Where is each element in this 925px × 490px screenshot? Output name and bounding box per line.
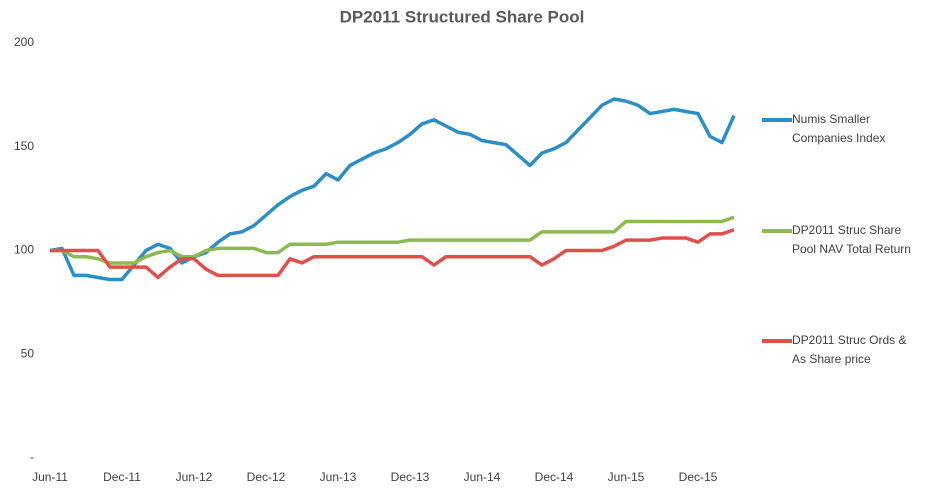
y-tick-label: 200 (14, 35, 34, 49)
x-tick-label: Jun-15 (608, 470, 645, 484)
series-line (49, 97, 736, 282)
legend-swatch (762, 339, 792, 343)
y-tick-label: 50 (21, 346, 35, 360)
x-tick-label: Jun-11 (32, 470, 68, 484)
legend-entry: DP2011 Struc Share Pool NAV Total Return (762, 221, 922, 259)
legend-swatch (762, 229, 792, 233)
legend-label: Numis Smaller Companies Index (792, 112, 886, 145)
x-tick-label: Jun-12 (176, 470, 213, 484)
x-tick-label: Dec-11 (103, 470, 141, 484)
y-tick-label: 100 (14, 243, 34, 257)
legend-entry: DP2011 Struc Ords & As Share price (762, 331, 922, 369)
legend-label: DP2011 Struc Ords & As Share price (792, 333, 907, 366)
x-tick-label: Dec-14 (535, 470, 574, 484)
series-line (50, 215, 735, 265)
x-tick-label: Dec-12 (247, 470, 286, 484)
y-tick-label: 150 (14, 139, 34, 153)
series-line (50, 228, 735, 280)
y-tick-label: - (30, 450, 34, 464)
x-tick-label: Dec-13 (391, 470, 430, 484)
x-tick-label: Dec-15 (679, 470, 718, 484)
chart-title: DP2011 Structured Share Pool (340, 7, 585, 26)
legend-entry: Numis Smaller Companies Index (762, 110, 922, 148)
legend-swatch (762, 118, 792, 122)
x-tick-label: Jun-13 (320, 470, 357, 484)
legend-label: DP2011 Struc Share Pool NAV Total Return (792, 223, 911, 256)
x-tick-label: Jun-14 (464, 470, 501, 484)
